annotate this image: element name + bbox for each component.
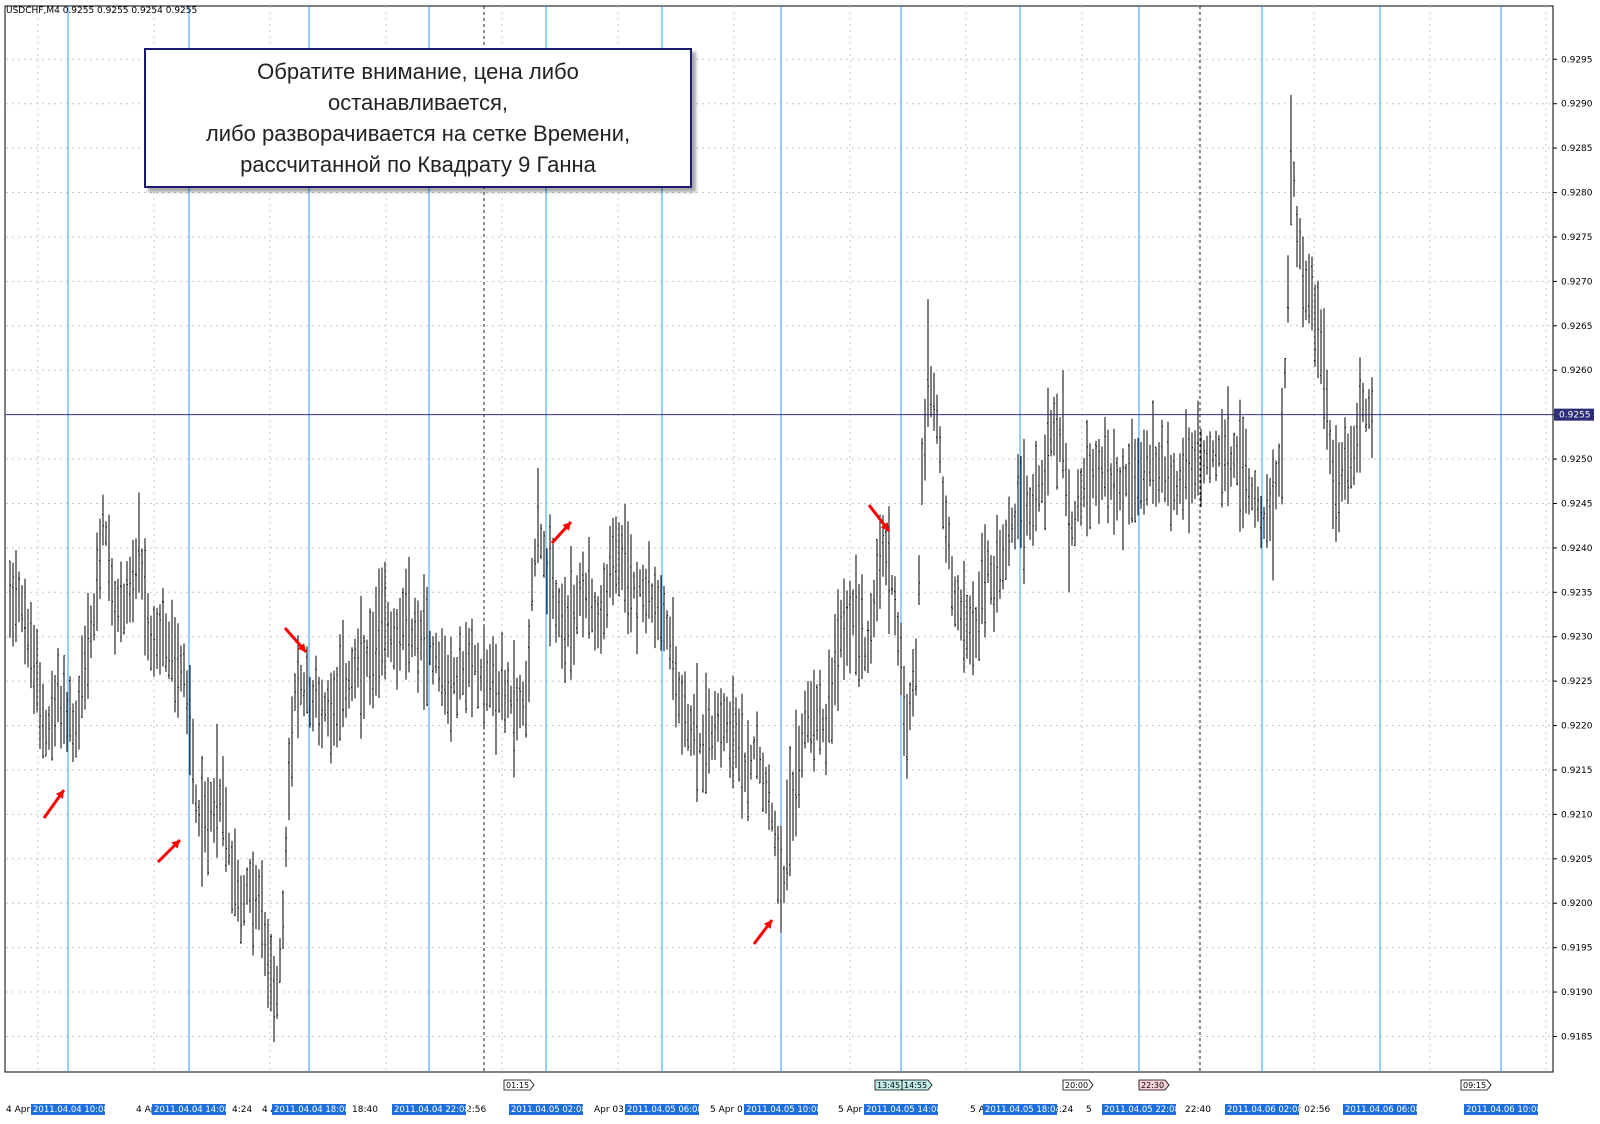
time-tag-label: 01:15 [506, 1081, 529, 1090]
time-label: 2011.04.05 18:04 [985, 1105, 1061, 1115]
x-axis-label: 4 Ap [136, 1105, 157, 1115]
time-tag [1138, 1079, 1170, 1091]
time-label-bg [744, 1104, 818, 1115]
x-axis-label: 4 Apr [6, 1105, 30, 1115]
time-tag [1460, 1079, 1492, 1091]
x-axis-label: 5 Apr [838, 1105, 862, 1115]
y-tick-label: 0.9260 [1561, 366, 1593, 376]
time-tag-label: 22:30 [1141, 1081, 1164, 1090]
red-arrowhead [171, 840, 180, 849]
red-arrowhead [880, 522, 889, 531]
time-label-bg [1225, 1104, 1299, 1115]
time-label: 2011.04.05 14:08 [866, 1105, 942, 1115]
y-tick-label: 0.9290 [1561, 100, 1593, 110]
time-tag [901, 1079, 933, 1091]
y-tick-label: 0.9185 [1561, 1032, 1593, 1042]
x-axis-label: 5 A [970, 1105, 986, 1115]
y-tick-label: 0.9210 [1561, 810, 1593, 820]
time-tag-label: 09:15 [1463, 1081, 1486, 1090]
time-label: 2011.04.06 06:08 [1345, 1105, 1421, 1115]
time-label-bg [272, 1104, 346, 1115]
y-tick-label: 0.9270 [1561, 277, 1593, 287]
time-label-bg [509, 1104, 583, 1115]
time-label-bg [392, 1104, 466, 1115]
time-label-bg [983, 1104, 1057, 1115]
y-tick-label: 0.9190 [1561, 988, 1593, 998]
y-tick-label: 0.9215 [1561, 766, 1593, 776]
red-arrowhead [55, 790, 64, 799]
x-axis-label: pr 02:56 [1292, 1105, 1330, 1115]
y-tick-label: 0.9200 [1561, 899, 1593, 909]
y-tick-label: 0.9240 [1561, 544, 1593, 554]
y-tick-label: 0.9285 [1561, 144, 1593, 154]
x-axis-label: Apr 03:2 [594, 1105, 633, 1115]
time-label: 2011.04.04 10:08 [33, 1105, 109, 1115]
annotation-box: Обратите внимание, цена либо останавлива… [144, 48, 692, 188]
time-tag [503, 1079, 535, 1091]
annotation-text: Обратите внимание, цена либо останавлива… [205, 59, 631, 177]
time-tag-label: 20:00 [1065, 1081, 1088, 1090]
y-tick-label: 0.9280 [1561, 189, 1593, 199]
y-tick-label: 0.9235 [1561, 588, 1593, 598]
y-tick-label: 0.9295 [1561, 55, 1593, 65]
y-tick-label: 0.9225 [1561, 677, 1593, 687]
time-label: 2011.04.05 22:08 [1104, 1105, 1180, 1115]
time-tag-label: 14:55 [904, 1081, 927, 1090]
time-label-bg [1102, 1104, 1176, 1115]
time-tag-label: 13:45 [877, 1081, 900, 1090]
time-label: 2011.04.05 06:08 [627, 1105, 703, 1115]
chart-header: USDCHF,M4 0.9255 0.9255 0.9254 0.9255 [6, 6, 197, 16]
time-label: 2011.04.06 10:08 [1466, 1105, 1542, 1115]
red-arrowhead [763, 920, 772, 929]
x-axis-label: 4 A [262, 1105, 278, 1115]
time-label-bg [152, 1104, 226, 1115]
time-label-bg [864, 1104, 938, 1115]
time-label: 2011.04.04 18:08 [274, 1105, 350, 1115]
x-axis-label: pr 22:56 [448, 1105, 486, 1115]
time-label-bg [625, 1104, 699, 1115]
time-label: 2011.04.06 02:08 [1227, 1105, 1303, 1115]
red-arrowhead [562, 522, 571, 531]
x-axis-label: 22:40 [1185, 1105, 1211, 1115]
y-tick-label: 0.9245 [1561, 499, 1593, 509]
current-price-label: 0.9255 [1559, 411, 1591, 421]
ohlc-readout: 0.9255 0.9255 0.9254 0.9255 [62, 6, 198, 16]
y-tick-label: 0.9230 [1561, 633, 1593, 643]
symbol-label: USDCHF,M4 [6, 6, 60, 16]
x-axis-label: 18:40 [352, 1105, 378, 1115]
time-label-bg [31, 1104, 105, 1115]
red-arrowhead [297, 643, 306, 652]
x-axis-label: 8:24 [1053, 1105, 1073, 1115]
time-label: 2011.04.04 14:08 [154, 1105, 230, 1115]
x-axis-label: 5 [1086, 1105, 1092, 1115]
y-tick-label: 0.9220 [1561, 722, 1593, 732]
y-tick-label: 0.9205 [1561, 855, 1593, 865]
y-tick-label: 0.9250 [1561, 455, 1593, 465]
time-label-bg [1464, 1104, 1538, 1115]
time-label: 2011.04.05 10:08 [746, 1105, 822, 1115]
x-axis-label: 4:24 [232, 1105, 252, 1115]
time-label: 2011.04.04 22:08 [394, 1105, 470, 1115]
x-axis-label: 5 Apr 0 [710, 1105, 743, 1115]
y-tick-label: 0.9275 [1561, 233, 1593, 243]
time-label-bg [1343, 1104, 1417, 1115]
current-price-tag [1554, 408, 1594, 421]
time-label: 2011.04.05 02:08 [511, 1105, 587, 1115]
time-tag [1062, 1079, 1094, 1091]
y-tick-label: 0.9195 [1561, 944, 1593, 954]
y-tick-label: 0.9265 [1561, 322, 1593, 332]
